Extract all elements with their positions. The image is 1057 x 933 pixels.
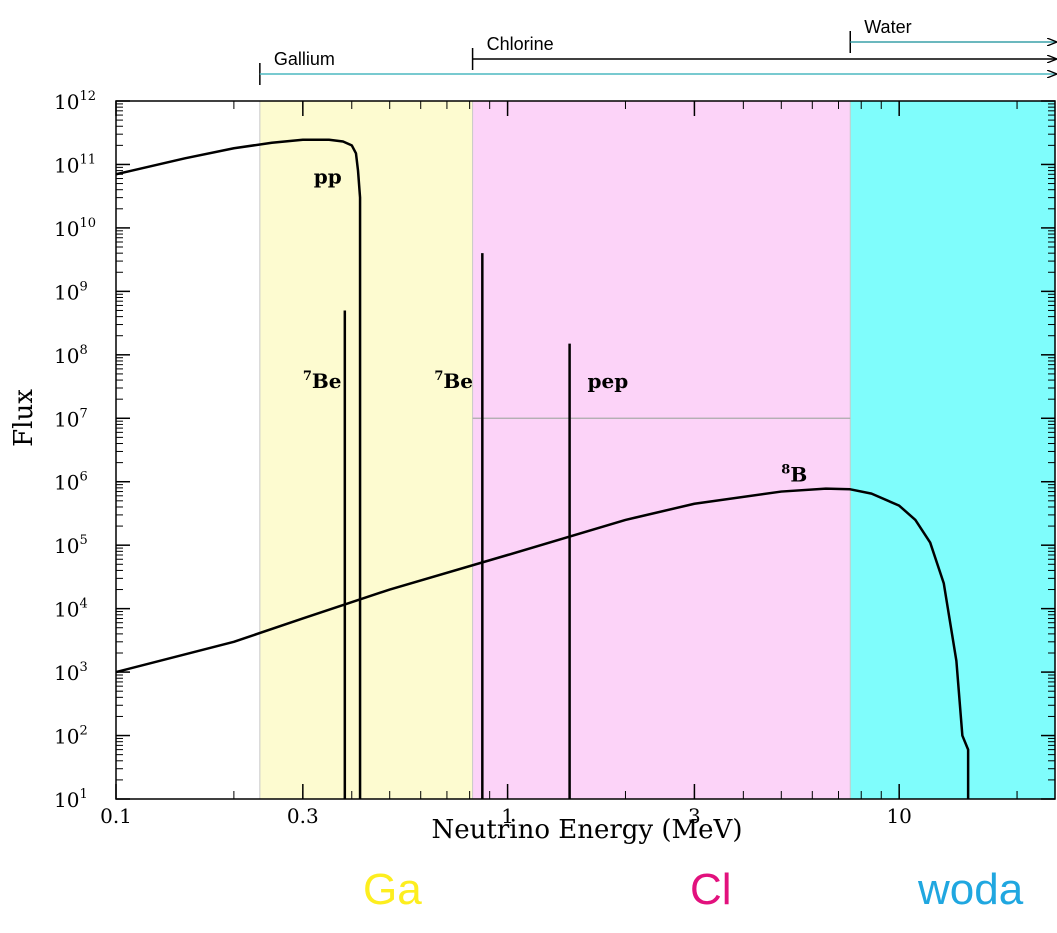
y-tick-label: 1011 [54,152,96,177]
y-tick-label: 104 [54,597,88,622]
plot-border [115,100,1056,800]
x-tick-label: 0.1 [100,804,132,828]
series-8B-curve [115,487,970,799]
y-axis-label: Flux [9,389,39,447]
x-tick-label: 10 [886,804,911,828]
y-tick-label: 108 [54,343,88,368]
y-tick-label: 109 [54,279,88,304]
axis-ticks: 1011021031041051061071081091010101110120… [54,89,1055,828]
flux-series [115,138,970,799]
plot-frame [115,100,1056,800]
y-tick-label: 1012 [54,89,96,114]
threshold-label-gallium: Gallium [274,49,335,69]
series-pp-curve [115,138,362,799]
x-tick-label: 1 [501,804,514,828]
region-chlorine [472,101,851,799]
x-axis-label: Neutrino Energy (MeV) [432,815,743,845]
annotation-B: 8B [781,463,807,487]
y-tick-label: 106 [54,470,88,495]
annotation-Be: 7Be [303,369,342,393]
annotation-pp: pp [314,165,342,189]
region-water [850,101,1055,799]
annotation-pep: pep [588,369,629,393]
energy-regions [259,101,1055,799]
threshold-label-chlorine: Chlorine [487,34,554,54]
y-tick-label: 1010 [54,216,96,241]
threshold-label-water: Water [864,17,911,37]
x-tick-label: 0.3 [287,804,319,828]
y-tick-label: 107 [54,406,88,431]
annotation-Be: 7Be [434,369,473,393]
y-tick-label: 105 [54,533,88,558]
chlorine-label: Cl [690,865,732,914]
y-tick-label: 101 [54,787,88,812]
y-tick-label: 103 [54,660,88,685]
water-label: woda [918,865,1024,914]
y-tick-label: 102 [54,724,88,749]
threshold-arrows: Gallium Chlorine Water [259,17,1056,85]
region-gallium [259,101,473,799]
gallium-label: Ga [363,865,422,914]
x-tick-label: 3 [688,804,701,828]
neutrino-flux-chart: 1011021031041051061071081091010101110120… [9,17,1057,845]
series-annotations: pp 7Be 7Be pep 8B [303,165,807,487]
